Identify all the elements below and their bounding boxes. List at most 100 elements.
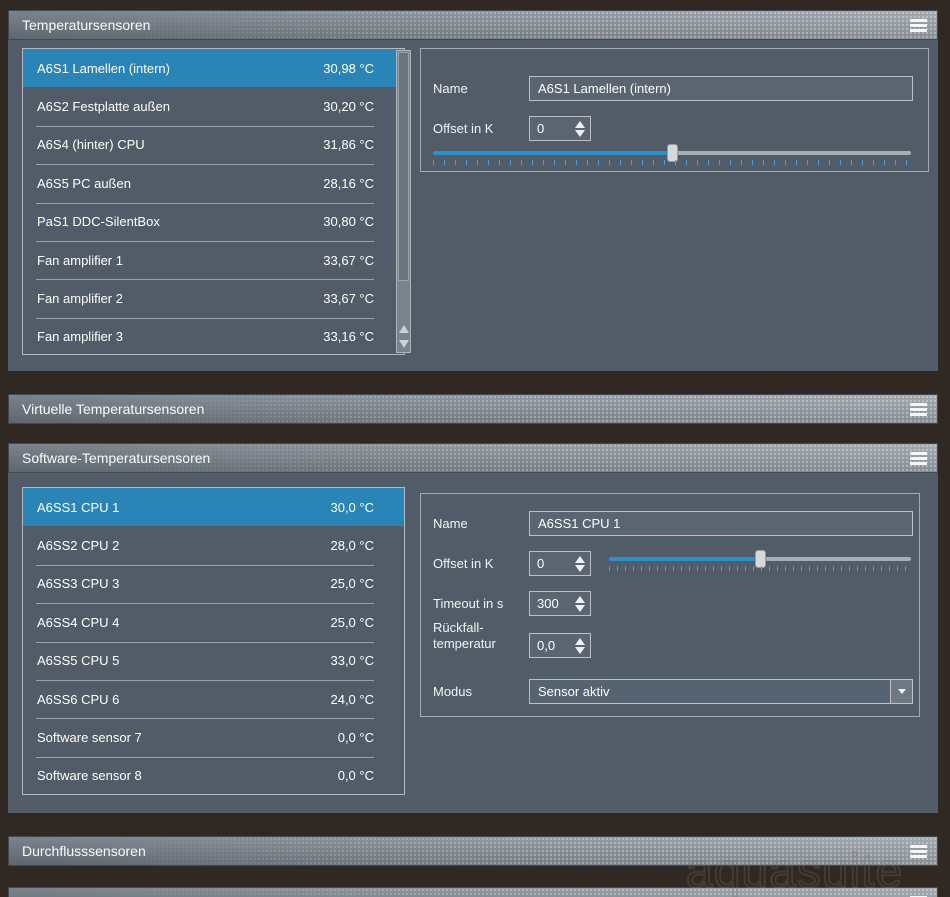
list-item[interactable]: Fan amplifier 3 33,16 °C: [23, 317, 404, 354]
offset-spinner[interactable]: [529, 551, 591, 576]
list-item[interactable]: A6SS3 CPU 3 25,0 °C: [23, 564, 404, 603]
offset-input[interactable]: [530, 552, 570, 575]
offset-slider[interactable]: [433, 144, 911, 167]
list-item[interactable]: Fan amplifier 1 33,67 °C: [23, 240, 404, 279]
scrollbar[interactable]: [396, 50, 411, 353]
hamburger-menu-icon[interactable]: [910, 19, 927, 32]
sensor-value: 33,16 °C: [323, 329, 374, 345]
spin-up-icon[interactable]: [575, 637, 585, 645]
dropdown-button[interactable]: [890, 680, 912, 703]
sensor-name: A6SS6 CPU 6: [37, 691, 120, 707]
name-label: Name: [433, 516, 468, 531]
sensor-name: Fan amplifier 1: [37, 252, 123, 268]
list-item[interactable]: Fan amplifier 2 33,67 °C: [23, 279, 404, 317]
sensor-value: 25,0 °C: [330, 576, 374, 592]
sensor-value: 33,0 °C: [330, 653, 374, 669]
sensor-name: A6SS5 CPU 5: [37, 653, 120, 669]
sensor-value: 28,0 °C: [330, 538, 374, 554]
fallback-spinner[interactable]: [529, 633, 591, 658]
hamburger-menu-icon[interactable]: [910, 403, 927, 416]
offset-input[interactable]: [530, 117, 570, 140]
spinner-buttons[interactable]: [570, 634, 590, 657]
sensor-name: A6S4 (hinter) CPU: [37, 137, 145, 153]
panel-durchflusssensoren: Durchflusssensoren: [8, 836, 938, 866]
list-item[interactable]: Software sensor 7 0,0 °C: [23, 718, 404, 756]
sensor-value: 25,0 °C: [330, 614, 374, 630]
spin-down-icon[interactable]: [575, 604, 585, 612]
scrollbar-thumb[interactable]: [398, 52, 409, 281]
list-item[interactable]: A6SS4 CPU 4 25,0 °C: [23, 603, 404, 641]
spinner-buttons[interactable]: [570, 592, 590, 615]
list-item[interactable]: Software sensor 8 0,0 °C: [23, 756, 404, 794]
panel-virtuelle-temperatursensoren: Virtuelle Temperatursensoren: [8, 394, 938, 424]
hamburger-menu-icon[interactable]: [910, 452, 927, 465]
sensor-name: A6SS3 CPU 3: [37, 576, 120, 592]
list-item[interactable]: A6S1 Lamellen (intern) 30,98 °C: [23, 49, 404, 88]
list-item[interactable]: A6SS5 CPU 5 33,0 °C: [23, 641, 404, 680]
list-item[interactable]: A6S2 Festplatte außen 30,20 °C: [23, 87, 404, 125]
panel-software-temperatursensoren: Software-Temperatursensoren A6SS1 CPU 1 …: [8, 443, 938, 813]
sensor-value: 24,0 °C: [330, 691, 374, 707]
sensor-name: Fan amplifier 2: [37, 291, 123, 307]
list-item[interactable]: A6S5 PC außen 28,16 °C: [23, 164, 404, 202]
list-item[interactable]: A6SS2 CPU 2 28,0 °C: [23, 526, 404, 564]
panel-header-software[interactable]: Software-Temperatursensoren: [8, 443, 938, 473]
spinner-buttons[interactable]: [570, 552, 590, 575]
sensor-name: A6S2 Festplatte außen: [37, 99, 170, 115]
sensor-value: 33,67 °C: [323, 291, 374, 307]
sensor-name: A6S5 PC außen: [37, 175, 131, 191]
panel-header-virtuelle[interactable]: Virtuelle Temperatursensoren: [8, 394, 938, 424]
sensor-name: Fan amplifier 3: [37, 329, 123, 345]
scroll-up-icon[interactable]: [398, 325, 409, 333]
list-item[interactable]: A6S4 (hinter) CPU 31,86 °C: [23, 125, 404, 164]
modus-dropdown[interactable]: Sensor aktiv: [529, 679, 913, 704]
list-item[interactable]: A6SS1 CPU 1 30,0 °C: [23, 488, 404, 527]
offset-spinner[interactable]: [529, 116, 591, 141]
chevron-down-icon: [897, 689, 906, 694]
hamburger-menu-icon[interactable]: [910, 845, 927, 858]
sensor-value: 0,0 °C: [337, 768, 374, 784]
spinner-buttons[interactable]: [570, 117, 590, 140]
software-sensor-detail-form: Name Offset in K Timeout in s: [420, 493, 920, 717]
scroll-down-icon[interactable]: [398, 340, 409, 348]
sensor-name: PaS1 DDC-SilentBox: [37, 214, 160, 230]
sensor-detail-form: Name Offset in K: [420, 48, 929, 172]
timeout-input[interactable]: [530, 592, 570, 615]
sensor-value: 0,0 °C: [337, 730, 374, 746]
panel-header-partial[interactable]: [8, 887, 938, 897]
panel-title: Durchflusssensoren: [22, 843, 146, 859]
fallback-label-line1: Rückfall-: [433, 620, 484, 635]
sensor-value: 31,86 °C: [323, 137, 374, 153]
offset-label: Offset in K: [433, 556, 494, 571]
panel-header-durchfluss[interactable]: Durchflusssensoren: [8, 836, 938, 866]
spin-up-icon[interactable]: [575, 555, 585, 563]
spin-down-icon[interactable]: [575, 646, 585, 654]
spin-down-icon[interactable]: [575, 129, 585, 137]
spin-up-icon[interactable]: [575, 595, 585, 603]
name-input[interactable]: [529, 511, 913, 536]
panel-header-temperatursensoren[interactable]: Temperatursensoren: [8, 10, 938, 40]
fallback-input[interactable]: [530, 634, 570, 657]
name-input[interactable]: [529, 76, 913, 101]
fallback-label-line2: temperatur: [433, 636, 496, 651]
list-item[interactable]: A6SS6 CPU 6 24,0 °C: [23, 679, 404, 718]
offset-slider[interactable]: [609, 550, 911, 573]
spin-up-icon[interactable]: [575, 120, 585, 128]
panel-temperatursensoren: Temperatursensoren A6S1 Lamellen (intern…: [8, 10, 938, 371]
panel-partial-bottom: [8, 887, 938, 897]
sensor-name: A6SS4 CPU 4: [37, 614, 120, 630]
list-item[interactable]: PaS1 DDC-SilentBox 30,80 °C: [23, 202, 404, 241]
modus-selected-value: Sensor aktiv: [538, 684, 610, 699]
modus-label: Modus: [433, 684, 473, 699]
panel-body: A6SS1 CPU 1 30,0 °C A6SS2 CPU 2 28,0 °C …: [8, 473, 938, 813]
timeout-spinner[interactable]: [529, 591, 591, 616]
name-label: Name: [433, 81, 468, 96]
sensor-name: Software sensor 8: [37, 768, 142, 784]
sensor-value: 28,16 °C: [323, 175, 374, 191]
panel-title: Temperatursensoren: [22, 17, 151, 33]
panel-title: Virtuelle Temperatursensoren: [22, 401, 205, 417]
sensor-value: 30,20 °C: [323, 99, 374, 115]
spin-down-icon[interactable]: [575, 564, 585, 572]
sensor-name: A6S1 Lamellen (intern): [37, 60, 170, 76]
